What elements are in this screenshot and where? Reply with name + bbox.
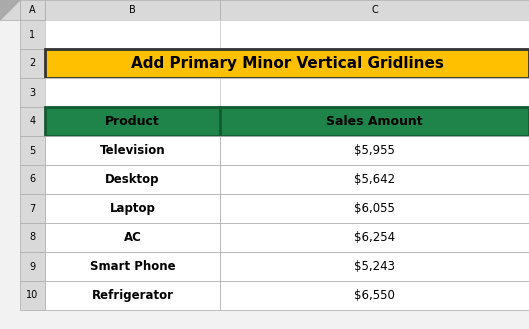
Text: 1: 1 <box>30 30 35 39</box>
Text: $5,955: $5,955 <box>354 144 395 157</box>
Polygon shape <box>0 0 20 20</box>
Bar <box>220 107 529 136</box>
Text: AC: AC <box>124 231 141 244</box>
Text: Product: Product <box>105 115 160 128</box>
Text: 9: 9 <box>30 262 35 271</box>
Bar <box>220 20 529 49</box>
Bar <box>20 165 45 194</box>
Text: Add Primary Minor Vertical Gridlines: Add Primary Minor Vertical Gridlines <box>131 56 443 71</box>
Bar <box>45 281 220 310</box>
Text: $6,550: $6,550 <box>354 289 395 302</box>
Text: Desktop: Desktop <box>105 173 160 186</box>
Text: 4: 4 <box>30 116 35 126</box>
Bar <box>20 136 45 165</box>
Bar <box>45 223 220 252</box>
Text: 2: 2 <box>30 59 35 68</box>
Text: $5,642: $5,642 <box>354 173 395 186</box>
Text: Smart Phone: Smart Phone <box>90 260 175 273</box>
Bar <box>220 78 529 107</box>
Bar <box>220 0 529 20</box>
Bar <box>220 223 529 252</box>
Bar <box>45 252 220 281</box>
Text: Television: Television <box>99 144 165 157</box>
Bar <box>220 136 529 165</box>
Text: $5,243: $5,243 <box>354 260 395 273</box>
Bar <box>45 20 220 49</box>
Bar <box>20 20 45 49</box>
Bar <box>20 49 45 78</box>
Text: 8: 8 <box>30 233 35 242</box>
Bar <box>20 252 45 281</box>
Text: Sales Amount: Sales Amount <box>326 115 423 128</box>
Text: Refrigerator: Refrigerator <box>92 289 174 302</box>
Bar <box>20 78 45 107</box>
Bar <box>45 0 220 20</box>
Text: 3: 3 <box>30 88 35 97</box>
Text: 6: 6 <box>30 174 35 185</box>
Bar <box>20 194 45 223</box>
Text: $6,254: $6,254 <box>354 231 395 244</box>
Bar <box>220 165 529 194</box>
Text: C: C <box>371 5 378 15</box>
Bar <box>0 0 20 20</box>
Bar <box>20 223 45 252</box>
Bar <box>45 49 529 78</box>
Bar <box>45 107 220 136</box>
Bar <box>45 194 220 223</box>
Bar <box>20 0 45 20</box>
Text: Laptop: Laptop <box>110 202 156 215</box>
Text: B: B <box>129 5 136 15</box>
Bar <box>45 78 220 107</box>
Bar <box>45 136 220 165</box>
Text: A: A <box>29 5 36 15</box>
Bar <box>220 252 529 281</box>
Text: 7: 7 <box>30 204 35 214</box>
Bar <box>220 194 529 223</box>
Bar <box>20 281 45 310</box>
Text: 10: 10 <box>26 291 39 300</box>
Bar <box>220 281 529 310</box>
Bar <box>45 165 220 194</box>
Bar <box>20 107 45 136</box>
Text: 5: 5 <box>30 145 35 156</box>
Text: $6,055: $6,055 <box>354 202 395 215</box>
